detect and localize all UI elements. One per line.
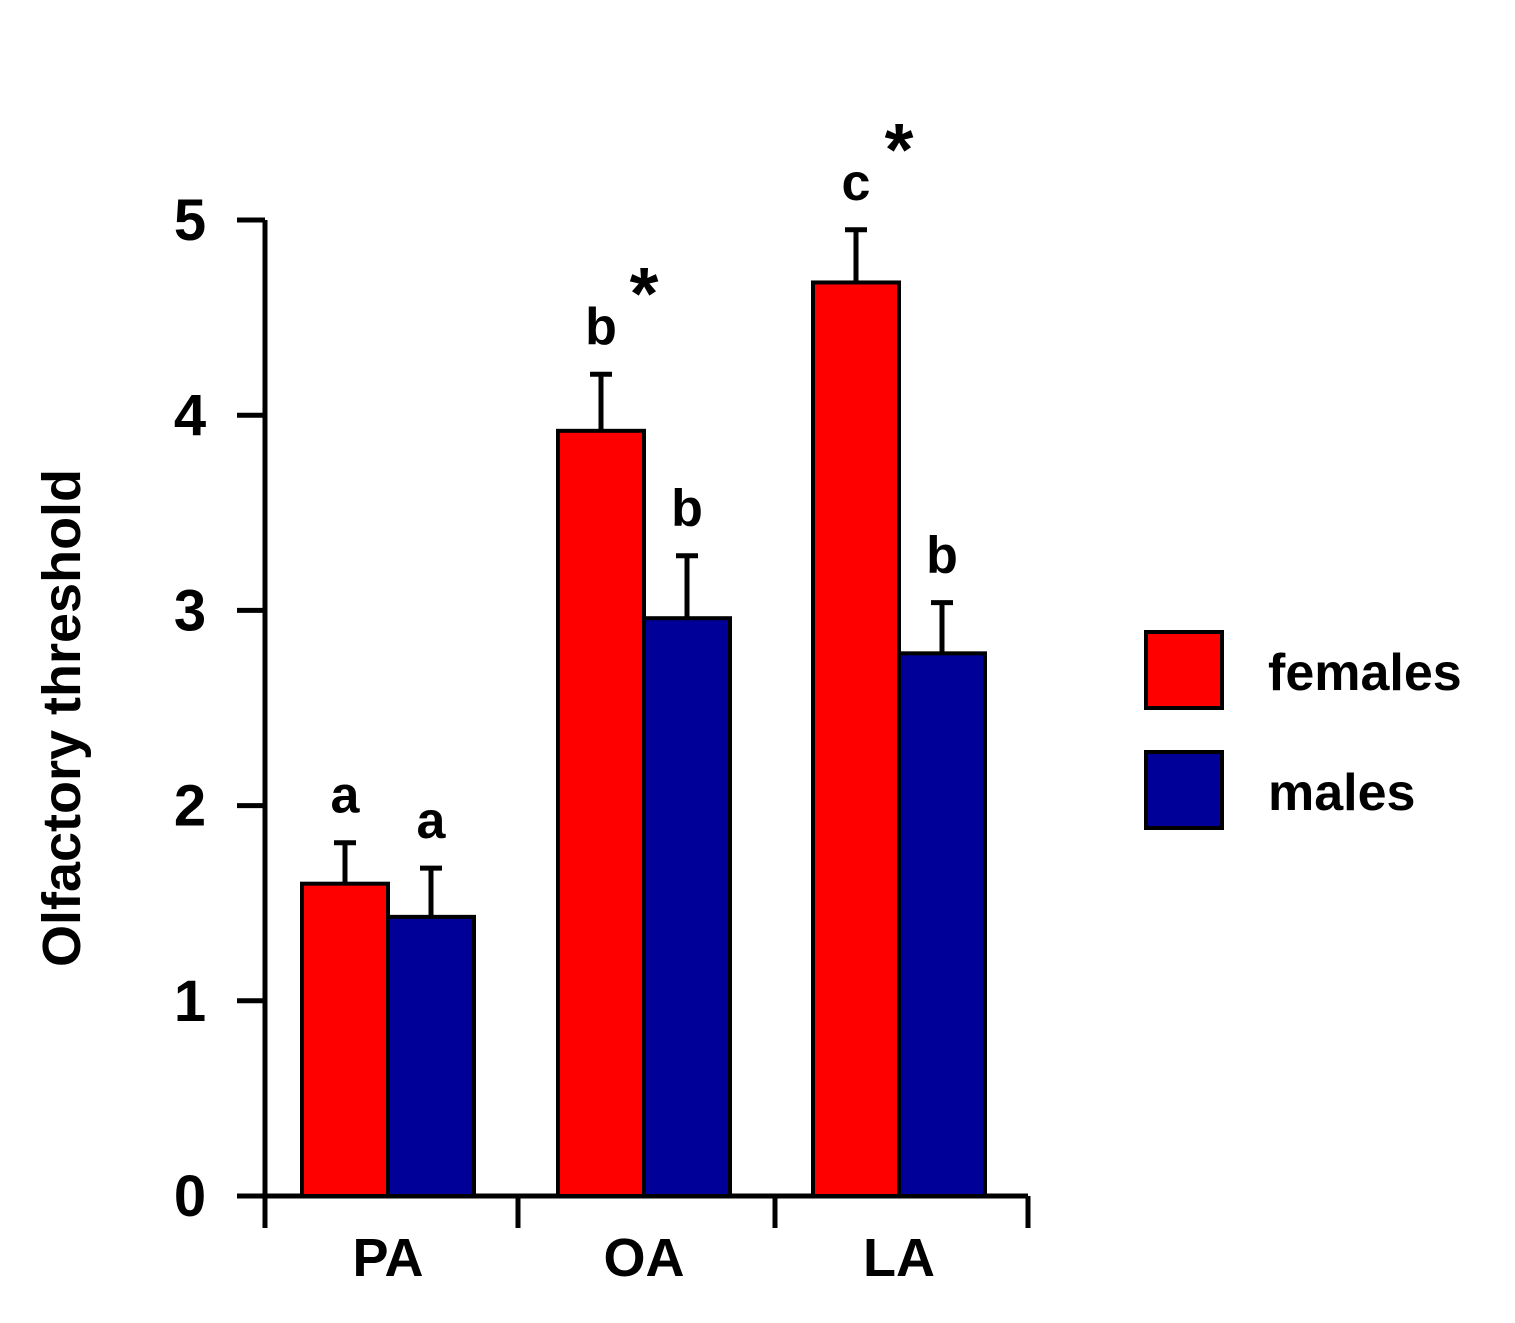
bar-males-pa [386, 914, 476, 1198]
y-ticks: 0 1 2 3 4 5 [174, 188, 265, 1229]
y-tick-label: 0 [174, 1164, 206, 1229]
legend-swatch-males [1144, 750, 1224, 830]
bar-males-oa [642, 616, 732, 1198]
bar-females-oa [556, 428, 646, 1199]
x-tick-label-la: LA [863, 1228, 935, 1288]
y-tick-label: 3 [174, 578, 206, 643]
significance-star-la: * [885, 108, 914, 191]
bars [300, 227, 987, 1199]
x-tick-label-pa: PA [352, 1228, 423, 1288]
bar-females-pa [300, 881, 390, 1198]
legend-label-males: males [1268, 764, 1415, 822]
letter-label-males-oa: b [671, 480, 703, 538]
significance-star-oa: * [630, 252, 659, 335]
x-tick-label-oa: OA [604, 1228, 685, 1288]
letter-label-females-pa: a [331, 767, 361, 825]
letter-label-males-la: b [926, 527, 958, 585]
legend: females males [1144, 630, 1462, 830]
y-tick-label: 5 [174, 188, 206, 253]
y-tick-label: 4 [174, 383, 206, 448]
letter-label-males-pa: a [417, 792, 447, 850]
y-axis-title: Olfactory threshold [32, 469, 92, 967]
letter-label-females-oa: b [585, 298, 617, 356]
bar-males-la [897, 651, 987, 1198]
x-ticks: PA OA LA [262, 1196, 1031, 1288]
legend-swatch-females [1144, 630, 1224, 710]
bar-females-la [811, 280, 901, 1198]
y-tick-label: 1 [174, 969, 206, 1034]
letter-label-females-la: c [842, 154, 871, 212]
annotations: a abb*cb* [331, 108, 958, 850]
legend-label-females: females [1268, 644, 1462, 702]
y-tick-label: 2 [174, 774, 206, 839]
